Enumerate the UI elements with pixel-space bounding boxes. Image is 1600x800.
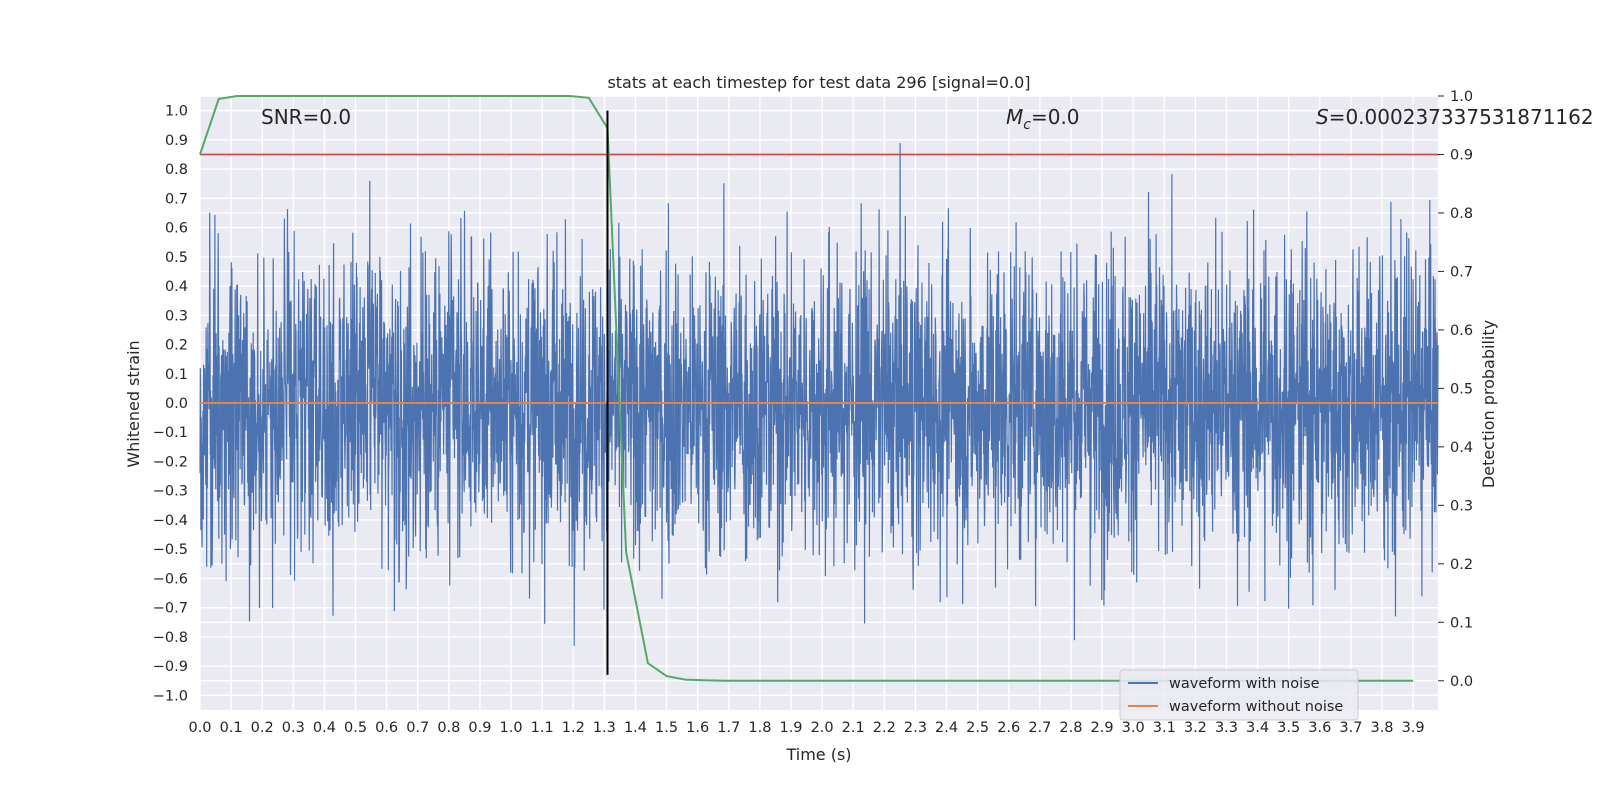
x-tick-label: 1.6 bbox=[686, 720, 709, 736]
y-tick-label: 0.9 bbox=[165, 133, 188, 149]
x-tick-label: 0.5 bbox=[344, 720, 367, 736]
y2-tick-label: 0.6 bbox=[1450, 323, 1473, 339]
snr-annotation: SNR=0.0 bbox=[261, 105, 351, 129]
x-tick-label: 3.6 bbox=[1308, 720, 1331, 736]
x-tick-label: 2.2 bbox=[873, 720, 896, 736]
y2-tick-label: 0.2 bbox=[1450, 557, 1473, 573]
y2-tick-label: 0.4 bbox=[1450, 440, 1473, 456]
x-tick-label: 2.0 bbox=[811, 720, 834, 736]
series-layer bbox=[199, 95, 1439, 682]
y2-tick-label: 0.0 bbox=[1450, 674, 1473, 690]
x-tick-label: 3.3 bbox=[1215, 720, 1238, 736]
y-tick-label: −0.3 bbox=[153, 484, 188, 500]
y-tick-label: −1.0 bbox=[153, 688, 188, 704]
x-tick-label: 2.3 bbox=[904, 720, 927, 736]
x-tick-label: 0.8 bbox=[437, 720, 460, 736]
x-tick-label: 3.8 bbox=[1370, 720, 1393, 736]
chart-title: stats at each timestep for test data 296… bbox=[607, 73, 1030, 92]
x-tick-label: 1.7 bbox=[717, 720, 740, 736]
x-tick-label: 0.6 bbox=[375, 720, 398, 736]
x-tick-label: 0.1 bbox=[220, 720, 243, 736]
y2-tick-label: 1.0 bbox=[1450, 89, 1473, 105]
x-tick-label: 2.7 bbox=[1028, 720, 1051, 736]
x-tick-label: 0.0 bbox=[188, 720, 211, 736]
y-tick-label: 0.5 bbox=[165, 250, 188, 266]
x-tick-label: 3.2 bbox=[1184, 720, 1207, 736]
y-tick-label: 1.0 bbox=[165, 104, 188, 120]
tick-labels: 0.0 0.1 0.2 0.3 0.4 0.5 0.6 0.7 0.8 0.9 1.0 1.1 1.2 1… bbox=[153, 89, 1473, 736]
y-tick-label: 0.0 bbox=[165, 396, 188, 412]
s-annotation: S=0.000237337531871162 bbox=[1316, 105, 1594, 129]
legend-label-clean: waveform without noise bbox=[1169, 699, 1343, 715]
detection-probability-line bbox=[199, 95, 1414, 682]
y-tick-label: −0.2 bbox=[153, 454, 188, 470]
legend: waveform with noise waveform without noi… bbox=[1119, 669, 1359, 721]
y-tick-label: 0.1 bbox=[165, 367, 188, 383]
s-value: =0.000237337531871162 bbox=[1329, 105, 1594, 129]
waveform-with-noise-line bbox=[199, 142, 1439, 646]
chirp-mass-annotation: Mc=0.0 bbox=[1006, 105, 1080, 133]
x-tick-label: 3.1 bbox=[1153, 720, 1176, 736]
x-tick-label: 3.5 bbox=[1277, 720, 1300, 736]
s-symbol: S bbox=[1316, 105, 1329, 129]
chirp-mass-value: =0.0 bbox=[1031, 105, 1080, 129]
x-tick-label: 1.4 bbox=[624, 720, 647, 736]
x-tick-label: 2.4 bbox=[935, 720, 958, 736]
y2-tick-label: 0.5 bbox=[1450, 381, 1473, 397]
x-axis-label: Time (s) bbox=[785, 745, 851, 764]
y2-tick-label: 0.9 bbox=[1450, 147, 1473, 163]
y2-tick-label: 0.3 bbox=[1450, 498, 1473, 514]
y-tick-label: 0.8 bbox=[165, 162, 188, 178]
x-tick-label: 0.9 bbox=[468, 720, 491, 736]
x-tick-label: 3.9 bbox=[1402, 720, 1425, 736]
y-tick-label: −0.4 bbox=[153, 513, 188, 529]
x-tick-label: 1.8 bbox=[748, 720, 771, 736]
y-tick-label: 0.6 bbox=[165, 221, 188, 237]
x-tick-label: 3.7 bbox=[1339, 720, 1362, 736]
y-tick-label: −0.6 bbox=[153, 571, 188, 587]
y2-tick-label: 0.1 bbox=[1450, 615, 1473, 631]
chirp-mass-symbol: M bbox=[1006, 105, 1023, 129]
x-tick-label: 2.1 bbox=[842, 720, 865, 736]
y-tick-label: −0.1 bbox=[153, 425, 188, 441]
x-tick-label: 1.1 bbox=[531, 720, 554, 736]
x-tick-label: 1.5 bbox=[655, 720, 678, 736]
y-axis-label: Whitened strain bbox=[124, 340, 143, 467]
x-tick-label: 2.6 bbox=[997, 720, 1020, 736]
x-tick-label: 1.0 bbox=[500, 720, 523, 736]
x-tick-label: 0.2 bbox=[251, 720, 274, 736]
x-tick-label: 0.4 bbox=[313, 720, 336, 736]
y2-tick-label: 0.8 bbox=[1450, 206, 1473, 222]
x-tick-label: 1.9 bbox=[779, 720, 802, 736]
x-tick-label: 3.4 bbox=[1246, 720, 1269, 736]
x-tick-label: 2.5 bbox=[966, 720, 989, 736]
x-tick-label: 0.3 bbox=[282, 720, 305, 736]
y-tick-label: 0.2 bbox=[165, 338, 188, 354]
y-tick-label: −0.8 bbox=[153, 630, 188, 646]
chirp-mass-subscript: c bbox=[1023, 117, 1031, 133]
legend-box bbox=[1119, 669, 1359, 721]
y-tick-label: 0.3 bbox=[165, 308, 188, 324]
x-tick-label: 2.9 bbox=[1091, 720, 1114, 736]
x-tick-label: 3.0 bbox=[1122, 720, 1145, 736]
y-tick-label: 0.4 bbox=[165, 279, 188, 295]
y-tick-label: −0.5 bbox=[153, 542, 188, 558]
legend-label-noise: waveform with noise bbox=[1169, 676, 1320, 692]
y-tick-label: −0.7 bbox=[153, 601, 188, 617]
x-tick-label: 2.8 bbox=[1059, 720, 1082, 736]
y-tick-label: −0.9 bbox=[153, 659, 188, 675]
y2-tick-label: 0.7 bbox=[1450, 264, 1473, 280]
x-tick-label: 1.3 bbox=[593, 720, 616, 736]
y2-axis-label: Detection probability bbox=[1479, 320, 1498, 488]
y-tick-label: 0.7 bbox=[165, 191, 188, 207]
x-tick-label: 0.7 bbox=[406, 720, 429, 736]
x-tick-label: 1.2 bbox=[562, 720, 585, 736]
